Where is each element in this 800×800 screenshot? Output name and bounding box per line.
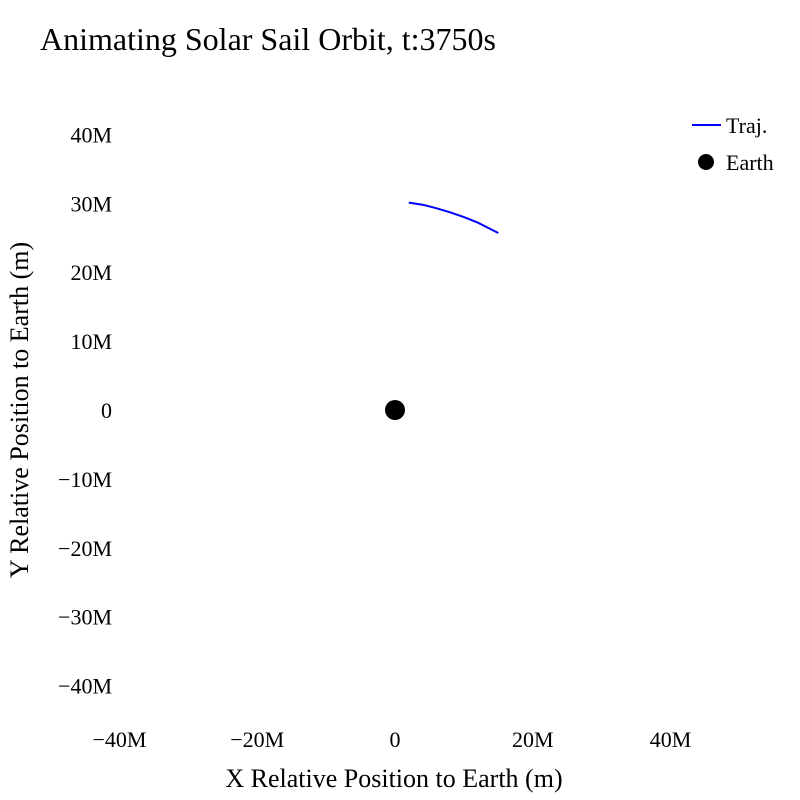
y-axis-ticks: 40M 30M 20M 10M 0 −10M −20M −30M −40M [58, 122, 112, 698]
x-tick-label: −20M [230, 727, 284, 752]
y-tick-label: 20M [70, 260, 112, 285]
x-tick-label: 20M [512, 727, 554, 752]
y-tick-label: 0 [101, 398, 112, 423]
chart-title: Animating Solar Sail Orbit, t:3750s [40, 21, 496, 57]
y-tick-label: 30M [70, 191, 112, 216]
legend-marker-swatch [698, 154, 714, 170]
plot-area [385, 201, 499, 420]
y-tick-label: 40M [70, 122, 112, 147]
legend-label: Traj. [726, 113, 767, 138]
x-axis-title: X Relative Position to Earth (m) [225, 764, 562, 793]
y-tick-label: −40M [58, 674, 112, 699]
x-tick-label: 0 [390, 727, 401, 752]
trajectory-line [408, 201, 499, 234]
earth-marker [385, 400, 405, 420]
y-tick-label: −20M [58, 536, 112, 561]
y-tick-label: −10M [58, 467, 112, 492]
y-tick-label: −30M [58, 605, 112, 630]
x-tick-label: 40M [650, 727, 692, 752]
y-tick-label: 10M [70, 329, 112, 354]
x-tick-label: −40M [92, 727, 146, 752]
legend: Traj. Earth [692, 113, 774, 175]
legend-label: Earth [726, 150, 774, 175]
y-axis-title: Y Relative Position to Earth (m) [5, 242, 34, 578]
x-axis-ticks: −40M −20M 0 20M 40M [92, 727, 691, 752]
